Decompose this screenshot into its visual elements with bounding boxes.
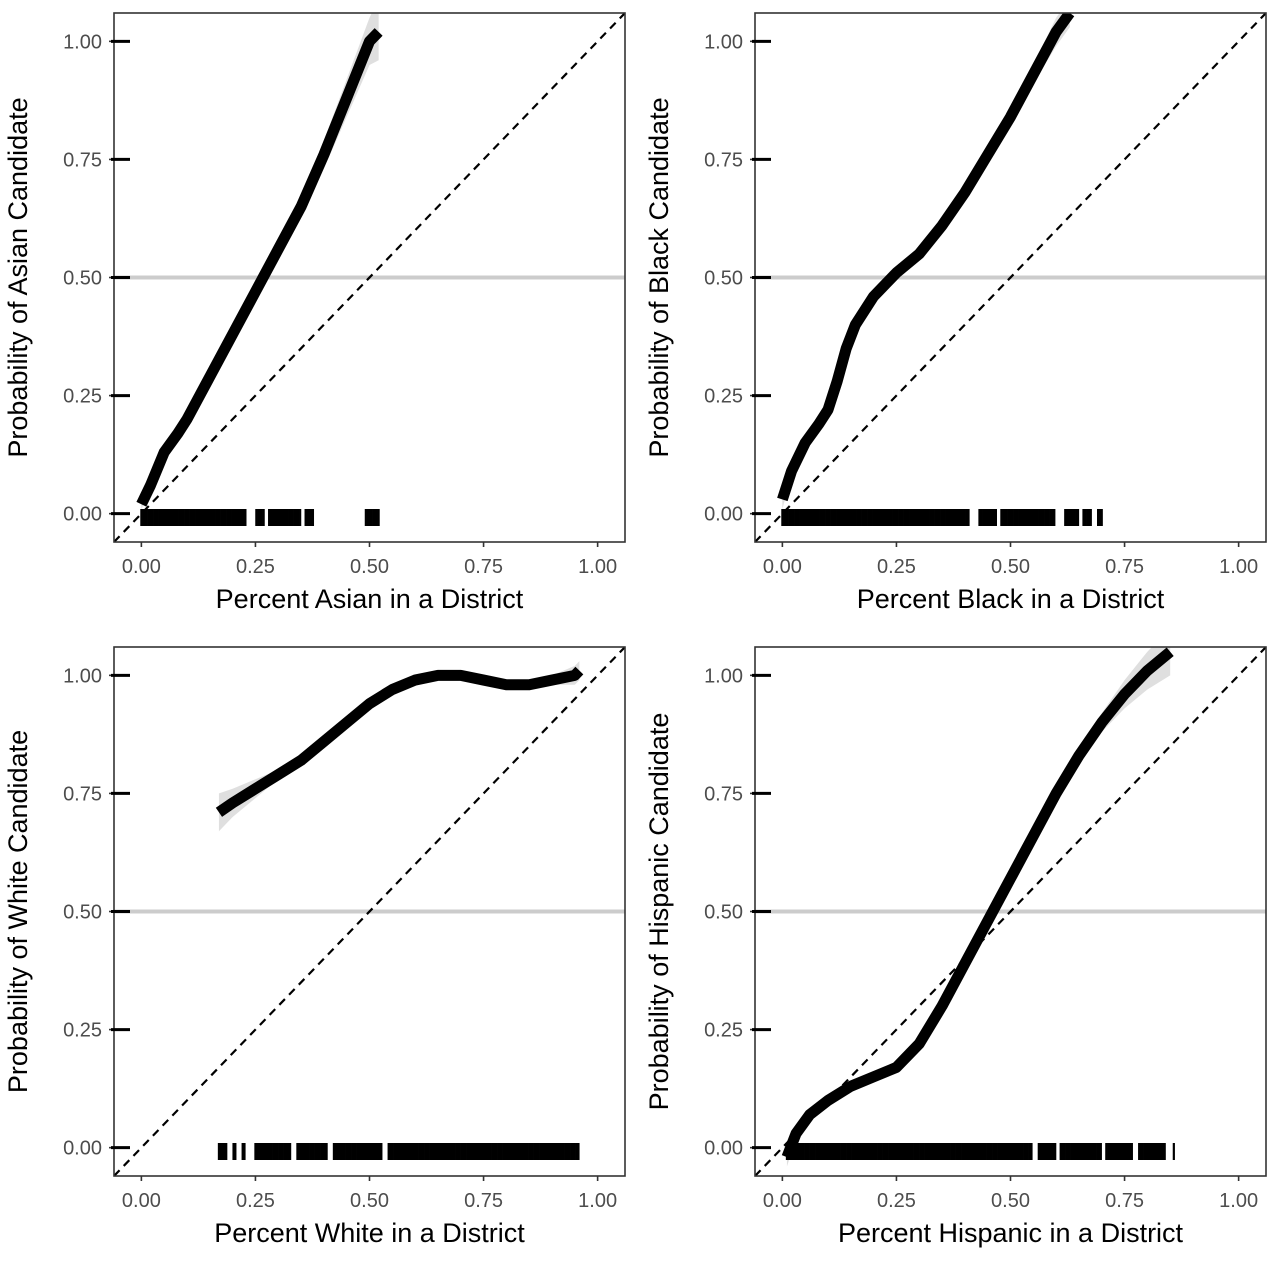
x-tick-label: 0.25 — [877, 1190, 916, 1212]
x-axis-title: Percent Asian in a District — [216, 584, 524, 614]
plot-area — [755, 13, 1266, 542]
diagonal-reference-line — [114, 647, 625, 1176]
y-tick-label: 0.25 — [704, 1020, 743, 1042]
panel-black: 0.00 0.25 0.50 0.75 1.00 0.00 0.25 0.50 0.75 1.00… — [644, 12, 1267, 614]
diagonal-reference-line — [114, 13, 625, 542]
y-tick-label: 0.75 — [63, 783, 102, 805]
y-tick-label: 0.75 — [704, 783, 743, 805]
rug-marks — [217, 1143, 580, 1160]
smooth-fit-line — [136, 28, 383, 507]
smooth-fit-line — [777, 13, 1075, 502]
x-tick-label: 1.00 — [1219, 556, 1258, 578]
y-tick-label: 0.75 — [63, 149, 102, 171]
x-tick-label: 0.25 — [236, 1190, 275, 1212]
x-axis-title: Percent Black in a District — [857, 584, 1165, 614]
x-tick-label: 0.25 — [236, 556, 275, 578]
y-axis-title: Probability of Hispanic Candidate — [644, 713, 674, 1111]
y-tick-label: 0.00 — [704, 1138, 743, 1160]
y-axis-title: Probability of White Candidate — [3, 730, 33, 1093]
confidence-band — [786, 647, 1171, 1167]
rug-marks — [781, 509, 1103, 526]
y-tick-label: 0.25 — [63, 386, 102, 408]
x-tick-label: 0.75 — [464, 556, 503, 578]
panel-hispanic: 0.00 0.25 0.50 0.75 1.00 0.00 0.25 0.50 0.75 1.00… — [644, 646, 1267, 1248]
diagonal-reference-line — [755, 13, 1266, 542]
smooth-fit-line — [781, 647, 1174, 1160]
y-tick-label: 0.00 — [63, 504, 102, 526]
x-tick-label: 0.50 — [991, 556, 1030, 578]
x-tick-label: 0.00 — [763, 1190, 802, 1212]
x-tick-label: 0.00 — [122, 1190, 161, 1212]
y-tick-label: 0.50 — [704, 902, 743, 924]
plot-area — [114, 647, 625, 1176]
rug-marks — [785, 1143, 1175, 1160]
plot-area — [114, 13, 625, 542]
y-tick-label: 0.00 — [63, 1138, 102, 1160]
x-axis-title: Percent Hispanic in a District — [838, 1218, 1184, 1248]
y-tick-label: 1.00 — [63, 665, 102, 687]
x-tick-label: 1.00 — [1219, 1190, 1258, 1212]
y-tick-label: 0.50 — [63, 902, 102, 924]
x-tick-label: 0.00 — [122, 556, 161, 578]
x-tick-label: 0.50 — [350, 556, 389, 578]
y-tick-label: 1.00 — [704, 665, 743, 687]
smooth-fit-line — [215, 666, 584, 817]
y-axis-title: Probability of Black Candidate — [644, 97, 674, 457]
diagonal-reference-line — [755, 647, 1266, 1176]
y-tick-label: 1.00 — [63, 31, 102, 53]
x-tick-label: 0.50 — [350, 1190, 389, 1212]
x-tick-label: 0.25 — [877, 556, 916, 578]
x-tick-label: 0.75 — [464, 1190, 503, 1212]
plot-area — [755, 647, 1266, 1176]
y-tick-label: 0.25 — [63, 1020, 102, 1042]
x-tick-label: 0.75 — [1105, 556, 1144, 578]
y-tick-label: 0.50 — [63, 268, 102, 290]
x-axis-title: Percent White in a District — [214, 1218, 525, 1248]
x-tick-label: 0.50 — [991, 1190, 1030, 1212]
panel-white: 0.00 0.25 0.50 0.75 1.00 0.00 0.25 0.50 0.75 1.00… — [3, 646, 626, 1248]
x-tick-label: 0.00 — [763, 556, 802, 578]
x-tick-label: 0.75 — [1105, 1190, 1144, 1212]
x-tick-label: 1.00 — [578, 1190, 617, 1212]
confidence-band — [141, 13, 379, 509]
y-tick-label: 0.00 — [704, 504, 743, 526]
rug-marks — [140, 509, 380, 526]
y-tick-label: 0.25 — [704, 386, 743, 408]
panel-asian: 0.00 0.25 0.50 0.75 1.00 0.00 0.25 0.50 0.75 1.00… — [3, 12, 626, 614]
y-tick-label: 0.75 — [704, 149, 743, 171]
y-axis-title: Probability of Asian Candidate — [3, 97, 33, 457]
x-tick-label: 1.00 — [578, 556, 617, 578]
y-tick-label: 1.00 — [704, 31, 743, 53]
y-tick-label: 0.50 — [704, 268, 743, 290]
